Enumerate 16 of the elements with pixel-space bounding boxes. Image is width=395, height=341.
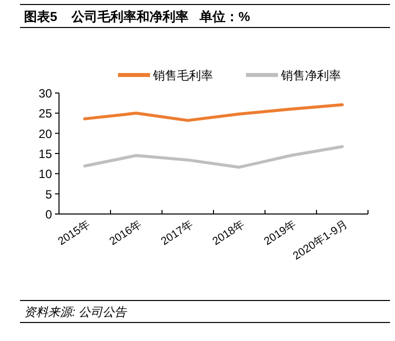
line-series	[83, 103, 344, 122]
y-tick-label: 30	[38, 86, 52, 100]
x-tick-label: 2018年	[210, 218, 247, 248]
y-tick-label: 20	[38, 126, 52, 141]
legend-label: 销售净利率	[280, 68, 341, 82]
y-tick-label: 5	[45, 187, 52, 202]
x-tick-label: 2019年	[262, 218, 298, 248]
y-tick-label: 15	[38, 147, 52, 161]
x-tick-label: 2016年	[108, 218, 144, 248]
line-series	[83, 145, 344, 169]
y-tick-label: 10	[38, 167, 52, 182]
legend-label: 销售毛利率	[152, 68, 213, 82]
chart-title: 图表5 公司毛利率和净利率 单位：%	[24, 9, 251, 24]
y-tick-label: 25	[38, 106, 52, 121]
text: 资料来源: 公司公告	[24, 305, 128, 319]
y-tick-label: 0	[45, 208, 52, 222]
